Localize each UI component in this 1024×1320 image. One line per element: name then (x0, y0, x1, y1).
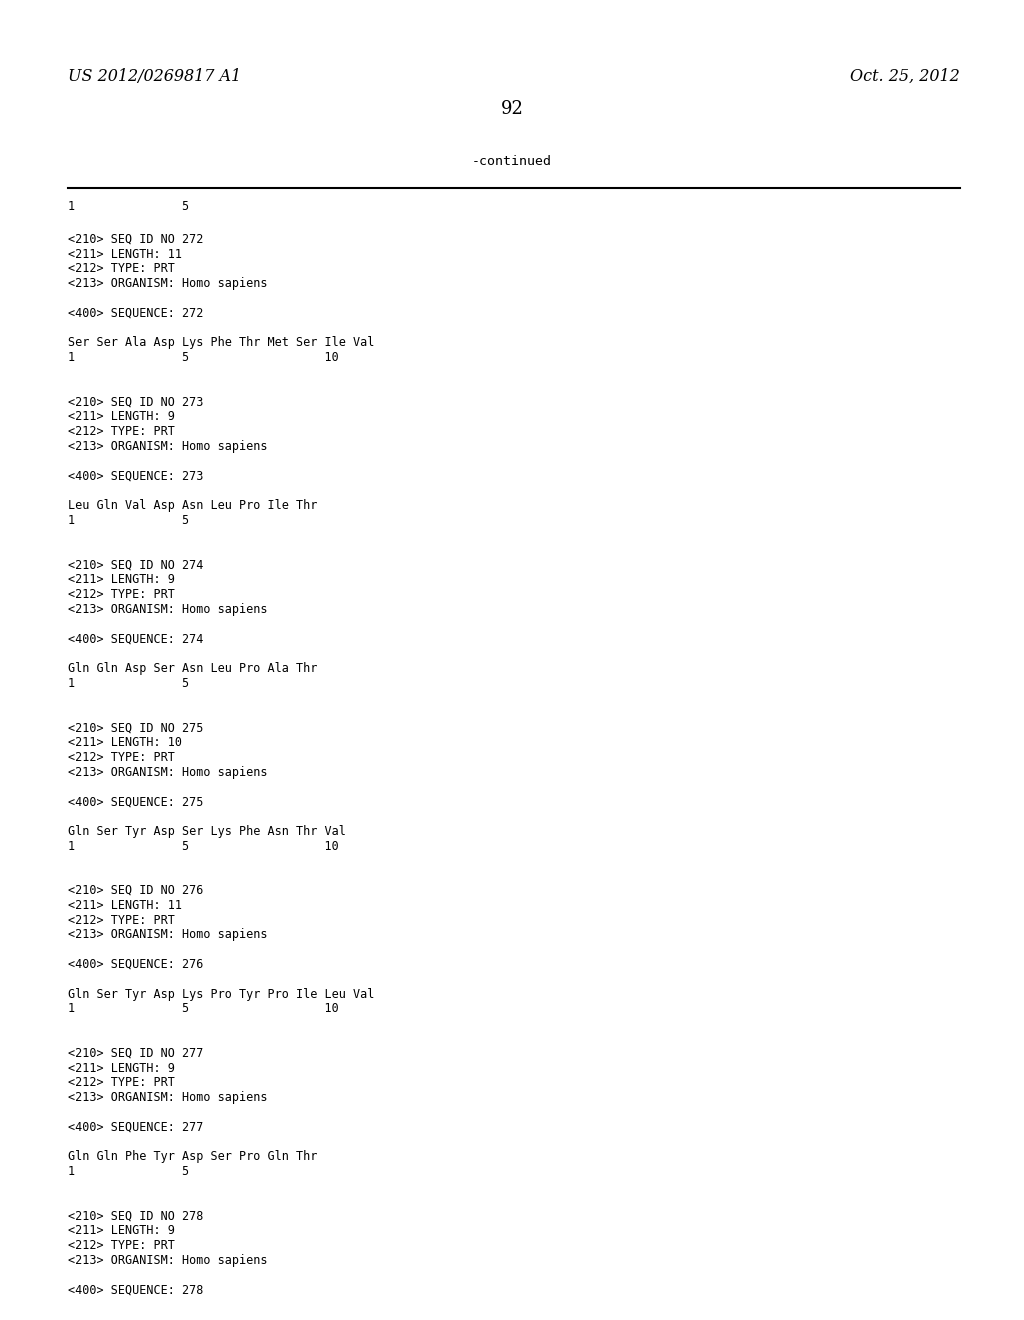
Text: <212> TYPE: PRT: <212> TYPE: PRT (68, 751, 175, 764)
Text: <212> TYPE: PRT: <212> TYPE: PRT (68, 263, 175, 276)
Text: <210> SEQ ID NO 277: <210> SEQ ID NO 277 (68, 1047, 204, 1060)
Text: <212> TYPE: PRT: <212> TYPE: PRT (68, 425, 175, 438)
Text: <212> TYPE: PRT: <212> TYPE: PRT (68, 1076, 175, 1089)
Text: <211> LENGTH: 10: <211> LENGTH: 10 (68, 737, 182, 748)
Text: Oct. 25, 2012: Oct. 25, 2012 (850, 69, 961, 84)
Text: <210> SEQ ID NO 278: <210> SEQ ID NO 278 (68, 1209, 204, 1222)
Text: <212> TYPE: PRT: <212> TYPE: PRT (68, 1239, 175, 1253)
Text: <211> LENGTH: 9: <211> LENGTH: 9 (68, 1225, 175, 1237)
Text: <211> LENGTH: 11: <211> LENGTH: 11 (68, 899, 182, 912)
Text: 1               5                   10: 1 5 10 (68, 840, 339, 853)
Text: <400> SEQUENCE: 275: <400> SEQUENCE: 275 (68, 795, 204, 808)
Text: Gln Gln Phe Tyr Asp Ser Pro Gln Thr: Gln Gln Phe Tyr Asp Ser Pro Gln Thr (68, 1151, 317, 1163)
Text: -continued: -continued (472, 154, 552, 168)
Text: <400> SEQUENCE: 277: <400> SEQUENCE: 277 (68, 1121, 204, 1134)
Text: <210> SEQ ID NO 273: <210> SEQ ID NO 273 (68, 396, 204, 409)
Text: <213> ORGANISM: Homo sapiens: <213> ORGANISM: Homo sapiens (68, 440, 267, 453)
Text: <213> ORGANISM: Homo sapiens: <213> ORGANISM: Homo sapiens (68, 277, 267, 290)
Text: <400> SEQUENCE: 276: <400> SEQUENCE: 276 (68, 958, 204, 972)
Text: <400> SEQUENCE: 278: <400> SEQUENCE: 278 (68, 1283, 204, 1296)
Text: 1               5                   10: 1 5 10 (68, 1002, 339, 1015)
Text: <400> SEQUENCE: 272: <400> SEQUENCE: 272 (68, 306, 204, 319)
Text: 1               5: 1 5 (68, 677, 189, 690)
Text: Leu Gln Val Asp Asn Leu Pro Ile Thr: Leu Gln Val Asp Asn Leu Pro Ile Thr (68, 499, 317, 512)
Text: <213> ORGANISM: Homo sapiens: <213> ORGANISM: Homo sapiens (68, 1092, 267, 1105)
Text: 1               5: 1 5 (68, 1166, 189, 1179)
Text: <213> ORGANISM: Homo sapiens: <213> ORGANISM: Homo sapiens (68, 928, 267, 941)
Text: <211> LENGTH: 11: <211> LENGTH: 11 (68, 248, 182, 260)
Text: Gln Ser Tyr Asp Ser Lys Phe Asn Thr Val: Gln Ser Tyr Asp Ser Lys Phe Asn Thr Val (68, 825, 346, 838)
Text: Ser Ser Ala Asp Lys Phe Thr Met Ser Ile Val: Ser Ser Ala Asp Lys Phe Thr Met Ser Ile … (68, 337, 375, 350)
Text: <213> ORGANISM: Homo sapiens: <213> ORGANISM: Homo sapiens (68, 766, 267, 779)
Text: US 2012/0269817 A1: US 2012/0269817 A1 (68, 69, 241, 84)
Text: <212> TYPE: PRT: <212> TYPE: PRT (68, 587, 175, 601)
Text: <210> SEQ ID NO 272: <210> SEQ ID NO 272 (68, 232, 204, 246)
Text: <212> TYPE: PRT: <212> TYPE: PRT (68, 913, 175, 927)
Text: 1               5: 1 5 (68, 201, 189, 213)
Text: <213> ORGANISM: Homo sapiens: <213> ORGANISM: Homo sapiens (68, 603, 267, 616)
Text: <213> ORGANISM: Homo sapiens: <213> ORGANISM: Homo sapiens (68, 1254, 267, 1267)
Text: <210> SEQ ID NO 275: <210> SEQ ID NO 275 (68, 721, 204, 734)
Text: <211> LENGTH: 9: <211> LENGTH: 9 (68, 573, 175, 586)
Text: <400> SEQUENCE: 273: <400> SEQUENCE: 273 (68, 470, 204, 483)
Text: Gln Gln Asp Ser Asn Leu Pro Ala Thr: Gln Gln Asp Ser Asn Leu Pro Ala Thr (68, 663, 317, 675)
Text: Gln Ser Tyr Asp Lys Pro Tyr Pro Ile Leu Val: Gln Ser Tyr Asp Lys Pro Tyr Pro Ile Leu … (68, 987, 375, 1001)
Text: <400> SEQUENCE: 274: <400> SEQUENCE: 274 (68, 632, 204, 645)
Text: <211> LENGTH: 9: <211> LENGTH: 9 (68, 411, 175, 424)
Text: <210> SEQ ID NO 274: <210> SEQ ID NO 274 (68, 558, 204, 572)
Text: 1               5                   10: 1 5 10 (68, 351, 339, 364)
Text: 92: 92 (501, 100, 523, 117)
Text: 1               5: 1 5 (68, 513, 189, 527)
Text: <210> SEQ ID NO 276: <210> SEQ ID NO 276 (68, 884, 204, 898)
Text: <211> LENGTH: 9: <211> LENGTH: 9 (68, 1061, 175, 1074)
